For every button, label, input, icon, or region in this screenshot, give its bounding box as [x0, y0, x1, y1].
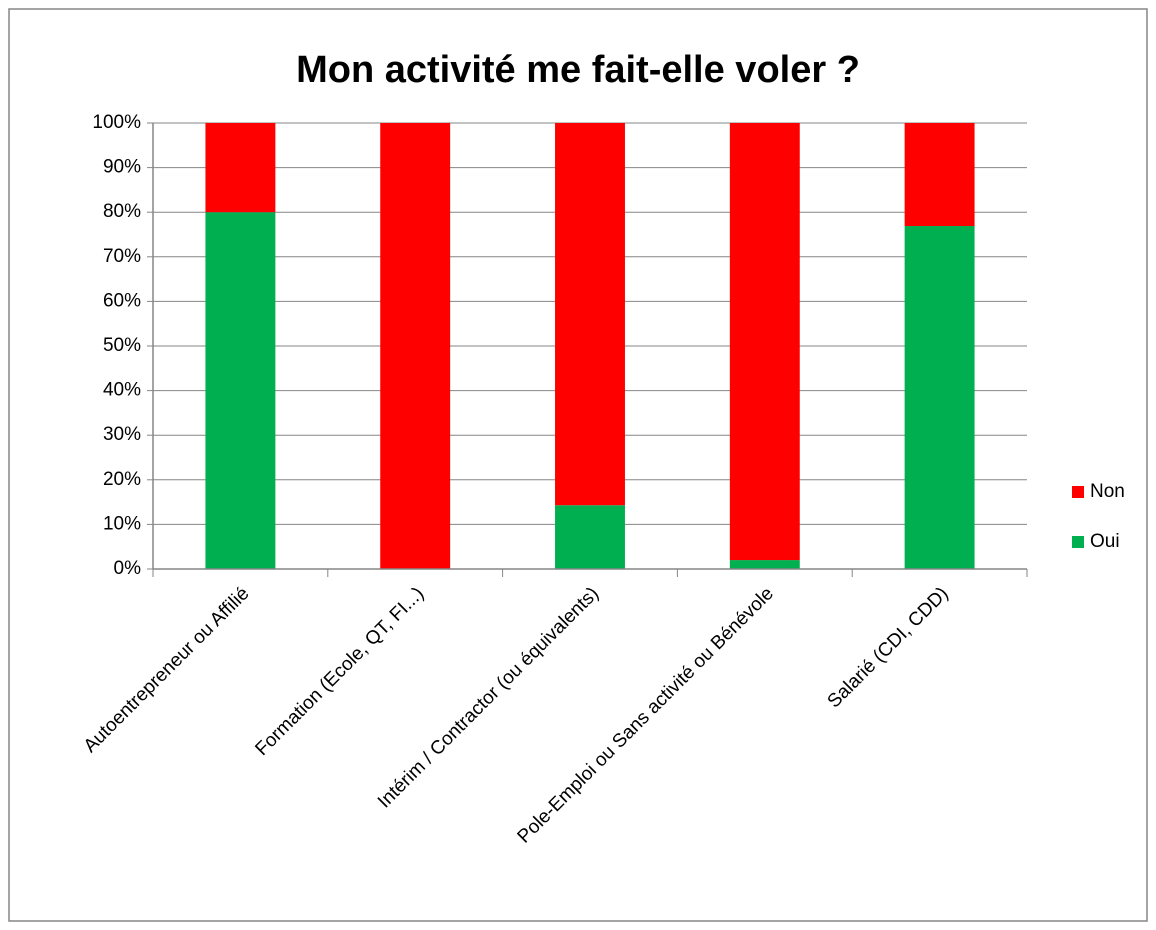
bar-segment [205, 123, 276, 213]
y-tick-label: 80% [103, 201, 141, 222]
bar-segment [205, 212, 276, 569]
y-tick-label: 0% [114, 558, 142, 579]
bar-segment [904, 123, 975, 227]
y-tick-label: 10% [103, 513, 141, 534]
y-tick-label: 100% [92, 112, 141, 133]
legend-label: Oui [1090, 531, 1120, 552]
chart-title: Mon activité me fait-elle voler ? [296, 49, 860, 91]
bar-segment [729, 560, 800, 569]
y-tick-label: 50% [103, 335, 141, 356]
bar-segment [380, 123, 451, 569]
legend-swatch [1072, 486, 1084, 498]
y-tick-label: 90% [103, 157, 141, 178]
y-tick-label: 20% [103, 469, 141, 490]
bar-segment [729, 123, 800, 561]
y-tick-label: 60% [103, 290, 141, 311]
bar-segment [904, 226, 975, 569]
y-tick-label: 40% [103, 380, 141, 401]
bar-segment [555, 123, 625, 506]
bar-segment [555, 505, 625, 569]
legend-label: Non [1090, 481, 1125, 502]
y-tick-label: 70% [103, 246, 141, 267]
y-tick-label: 30% [103, 424, 141, 445]
legend-swatch [1072, 536, 1084, 548]
